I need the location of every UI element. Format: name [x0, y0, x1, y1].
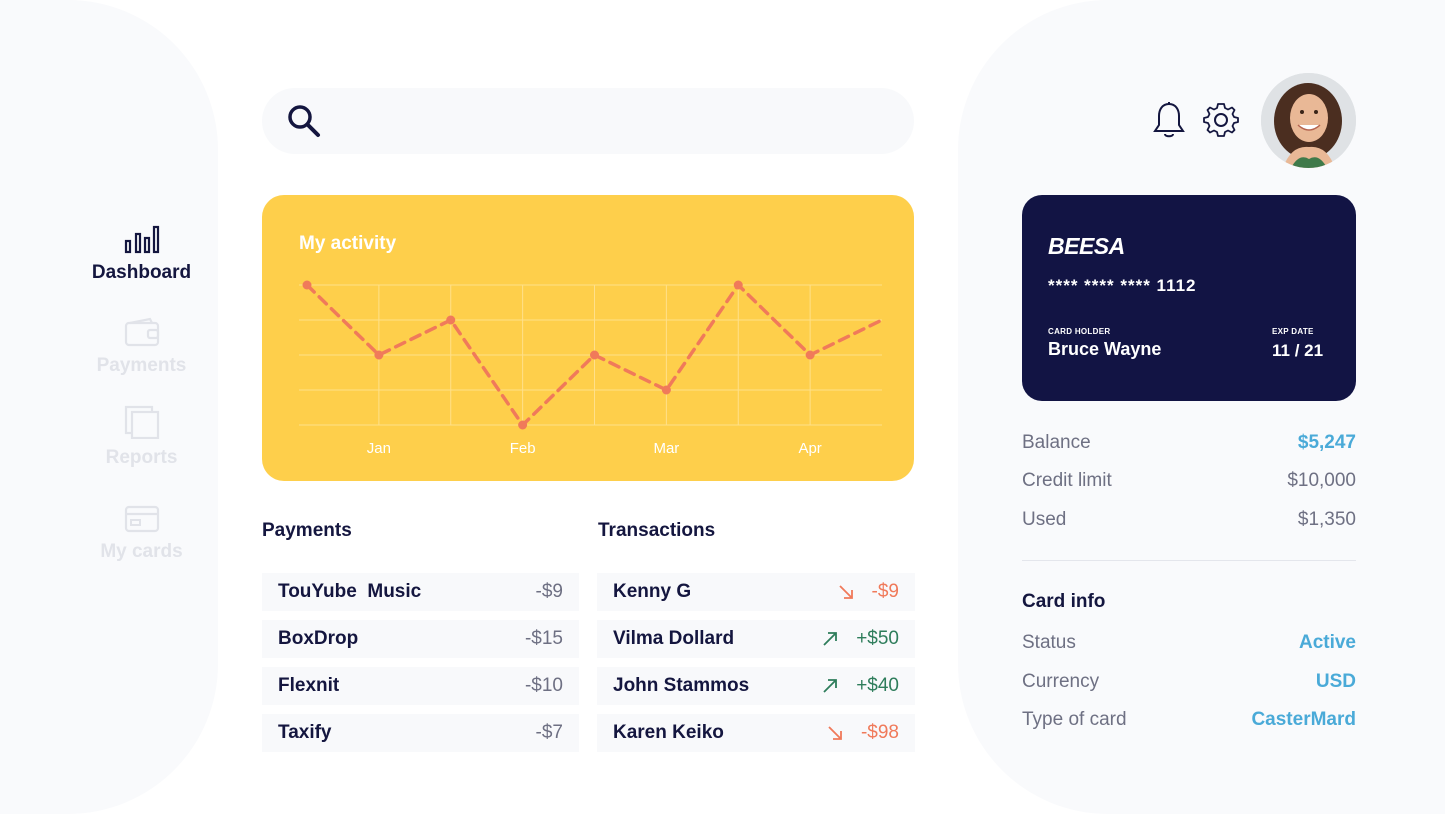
bell-icon[interactable] [1152, 101, 1186, 139]
data-point [446, 315, 456, 325]
card-holder: Bruce Wayne [1048, 339, 1162, 359]
data-point [805, 350, 815, 360]
sidebar-item-label: Reports [105, 447, 178, 468]
used-row: Used $1,350 [1022, 509, 1356, 531]
activity-chart: Jan Feb Mar Apr [299, 280, 884, 457]
balance-row: Balance $5,247 [1022, 432, 1356, 454]
credit-card-icon [122, 499, 162, 533]
right-panel [958, 0, 1445, 814]
transaction-name: Karen Keiko [613, 722, 724, 743]
card-type-row: Type of card CasterMard [1022, 709, 1356, 731]
wallet-icon [122, 313, 162, 347]
activity-card: My activity Jan Feb Mar Apr [262, 195, 914, 481]
card-brand: BEESA [1048, 233, 1125, 259]
payment-row[interactable]: Taxify -$7 [262, 714, 579, 752]
transaction-amount: +$50 [856, 628, 899, 649]
x-axis-label: Apr [798, 440, 821, 457]
bar-chart-icon [122, 220, 162, 254]
card-exp: 11 / 21 [1272, 341, 1324, 360]
card-exp-label: EXP DATE [1272, 327, 1314, 336]
arrow-up-right-icon [823, 632, 838, 646]
sidebar-item-dashboard[interactable]: Dashboard [0, 220, 283, 284]
sidebar-item-label: Payments [96, 355, 187, 376]
credit-limit-row: Credit limit $10,000 [1022, 470, 1356, 492]
status-value: Active [1298, 632, 1356, 653]
payment-name: Flexnit [278, 675, 340, 696]
payment-name: Taxify [278, 722, 332, 743]
payment-amount: -$15 [524, 628, 563, 649]
data-point [590, 350, 599, 360]
credit-card[interactable]: BEESA **** **** **** 1112 CARD HOLDER EX… [1022, 195, 1356, 401]
transaction-amount: -$98 [860, 722, 899, 743]
data-point [733, 280, 743, 290]
sidebar-item-label: My cards [100, 541, 183, 562]
transaction-row[interactable]: John Stammos +$40 [597, 667, 915, 705]
payment-amount: -$7 [535, 722, 563, 743]
payment-row[interactable]: BoxDrop -$15 [262, 620, 579, 658]
transaction-row[interactable]: Karen Keiko -$98 [597, 714, 915, 752]
sidebar-item-reports[interactable]: Reports [0, 405, 283, 469]
payment-amount: -$9 [535, 581, 563, 602]
payment-row[interactable]: TouYube Music -$9 [262, 573, 579, 611]
transaction-row[interactable]: Kenny G -$9 [597, 573, 915, 611]
transaction-amount-group: +$50 [822, 628, 899, 650]
transaction-amount: +$40 [856, 675, 899, 696]
transaction-name: Kenny G [613, 581, 692, 602]
payments-title: Payments [262, 520, 352, 541]
balance-label: Balance [1022, 432, 1091, 453]
credit-limit-value: $10,000 [1287, 470, 1356, 491]
status-label: Status [1022, 632, 1076, 653]
arrow-down-right-icon [828, 726, 842, 740]
transaction-amount-group: -$98 [827, 722, 899, 744]
credit-limit-label: Credit limit [1022, 470, 1112, 491]
search-icon[interactable] [286, 103, 322, 139]
arrow-down-right-icon [838, 585, 853, 599]
currency-row: Currency USD [1022, 671, 1356, 693]
avatar[interactable] [1261, 73, 1356, 168]
used-label: Used [1022, 509, 1067, 530]
gear-icon[interactable] [1203, 102, 1239, 140]
transaction-amount-group: +$40 [822, 675, 899, 697]
transaction-name: Vilma Dollard [613, 628, 735, 649]
divider [1022, 560, 1356, 561]
currency-label: Currency [1022, 671, 1100, 692]
card-type-label: Type of card [1022, 709, 1127, 730]
data-point [661, 385, 671, 395]
activity-title: My activity [299, 233, 397, 254]
used-value: $1,350 [1297, 509, 1356, 530]
arrow-up-right-icon [823, 679, 838, 693]
payment-row[interactable]: Flexnit -$10 [262, 667, 579, 705]
x-axis-label: Mar [653, 440, 679, 457]
card-info-title: Card info [1022, 591, 1106, 612]
balance-value: $5,247 [1297, 432, 1356, 453]
card-holder-label: CARD HOLDER [1048, 327, 1111, 336]
payment-name: BoxDrop [278, 628, 359, 649]
x-axis-label: Jan [367, 440, 391, 457]
card-number: **** **** **** 1112 [1048, 276, 1197, 295]
data-point [374, 350, 384, 360]
sidebar-item-my-cards[interactable]: My cards [0, 499, 283, 563]
card-type-value: CasterMard [1251, 709, 1356, 730]
search-input[interactable] [334, 100, 914, 142]
sidebar-item-label: Dashboard [91, 262, 192, 283]
transactions-title: Transactions [598, 520, 716, 541]
sidebar [0, 0, 218, 814]
sidebar-item-payments[interactable]: Payments [0, 313, 283, 377]
transaction-amount-group: -$9 [838, 581, 899, 603]
x-axis-label: Feb [510, 440, 536, 457]
documents-icon [122, 405, 162, 439]
transaction-amount: -$9 [871, 581, 899, 602]
transaction-name: John Stammos [613, 675, 750, 696]
data-point [518, 420, 528, 430]
search-bar [262, 88, 914, 154]
payment-amount: -$10 [524, 675, 563, 696]
data-point [302, 280, 312, 290]
currency-value: USD [1315, 671, 1356, 692]
status-row: Status Active [1022, 632, 1356, 654]
transaction-row[interactable]: Vilma Dollard +$50 [597, 620, 915, 658]
payment-name: TouYube Music [278, 581, 422, 602]
